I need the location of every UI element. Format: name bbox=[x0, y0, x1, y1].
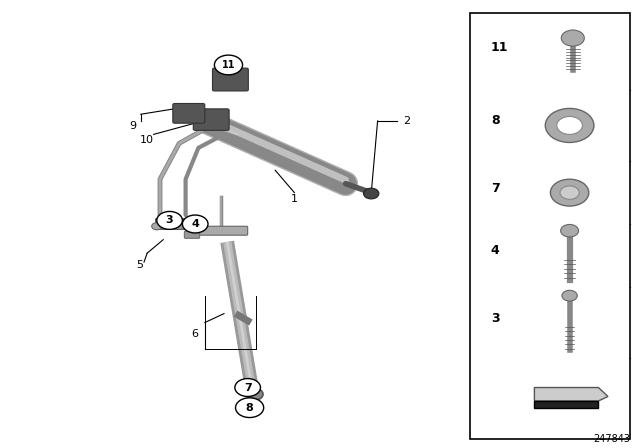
Circle shape bbox=[561, 224, 579, 237]
Text: 3: 3 bbox=[491, 311, 499, 325]
Circle shape bbox=[235, 379, 260, 396]
Text: 11: 11 bbox=[221, 60, 236, 70]
Circle shape bbox=[550, 179, 589, 206]
Circle shape bbox=[562, 290, 577, 301]
Circle shape bbox=[157, 211, 182, 229]
Text: 10: 10 bbox=[140, 135, 154, 145]
Text: 8: 8 bbox=[491, 114, 499, 128]
Circle shape bbox=[152, 223, 162, 230]
Circle shape bbox=[364, 188, 379, 199]
Text: 6: 6 bbox=[192, 329, 198, 339]
Text: 2: 2 bbox=[403, 116, 410, 126]
Circle shape bbox=[561, 30, 584, 46]
Text: 7: 7 bbox=[491, 181, 500, 195]
FancyBboxPatch shape bbox=[212, 68, 248, 91]
Text: 8: 8 bbox=[246, 403, 253, 413]
FancyBboxPatch shape bbox=[173, 103, 205, 123]
Polygon shape bbox=[534, 401, 598, 408]
Text: 11: 11 bbox=[491, 40, 508, 54]
Text: 4: 4 bbox=[491, 244, 500, 258]
Text: 4: 4 bbox=[191, 219, 199, 229]
FancyBboxPatch shape bbox=[470, 13, 630, 439]
Text: 1: 1 bbox=[291, 194, 298, 204]
FancyBboxPatch shape bbox=[156, 219, 190, 229]
Circle shape bbox=[545, 108, 594, 142]
FancyBboxPatch shape bbox=[194, 226, 248, 235]
Circle shape bbox=[560, 186, 579, 199]
Circle shape bbox=[557, 116, 582, 134]
Text: 7: 7 bbox=[244, 383, 252, 392]
Circle shape bbox=[236, 398, 264, 418]
FancyBboxPatch shape bbox=[193, 109, 229, 130]
Circle shape bbox=[245, 381, 258, 390]
Text: 247843: 247843 bbox=[593, 434, 630, 444]
Polygon shape bbox=[534, 388, 608, 401]
Circle shape bbox=[182, 215, 208, 233]
Circle shape bbox=[246, 388, 263, 400]
Text: 5: 5 bbox=[136, 260, 143, 270]
FancyBboxPatch shape bbox=[184, 231, 200, 238]
Text: 3: 3 bbox=[166, 215, 173, 225]
Circle shape bbox=[214, 55, 243, 75]
Text: 9: 9 bbox=[129, 121, 136, 131]
